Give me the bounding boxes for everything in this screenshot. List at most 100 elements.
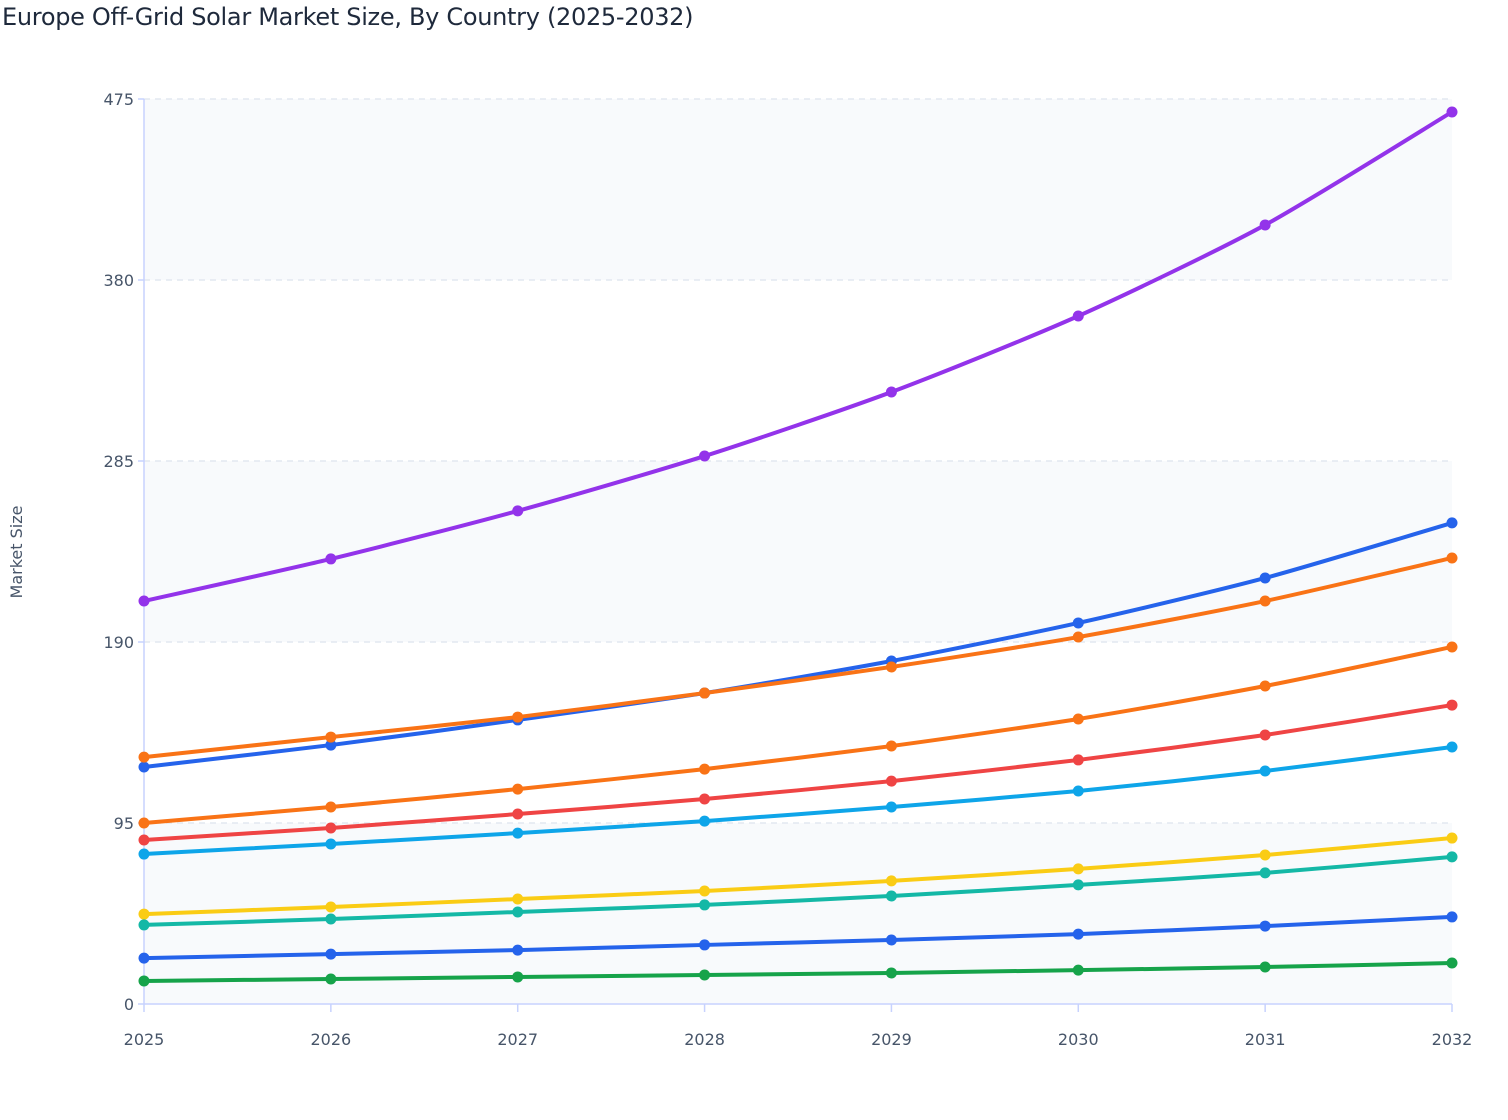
data-point [1446,957,1458,969]
data-point [138,817,150,829]
data-point [325,901,337,913]
x-tick-label: 2027 [497,1030,538,1049]
y-tick-label: 95 [114,814,134,833]
series-5 [138,699,1458,846]
x-tick-label: 2029 [871,1030,912,1049]
x-tick-label: 2032 [1432,1030,1473,1049]
data-point [1446,851,1458,863]
series-1 [138,106,1458,607]
data-point [512,944,524,956]
series-3 [138,552,1458,763]
data-point [699,815,711,827]
data-point [512,808,524,820]
data-point [699,885,711,897]
data-point [138,834,150,846]
grid-band [144,461,1452,642]
data-point [325,822,337,834]
data-point [325,801,337,813]
grid-band [144,823,1452,1004]
series-line [142,555,1454,760]
data-point [1072,928,1084,940]
series-line [142,520,1454,769]
data-point [699,969,711,981]
data-point [325,838,337,850]
series-4 [138,641,1458,829]
data-point [512,971,524,983]
data-point [885,386,897,398]
data-point [325,553,337,565]
data-point [885,661,897,673]
data-point [1072,863,1084,875]
data-point [1259,219,1271,231]
data-point [1446,641,1458,653]
data-point [1072,310,1084,322]
x-tick-label: 2026 [310,1030,351,1049]
data-point [138,595,150,607]
grid-band [144,99,1452,280]
data-point [138,952,150,964]
data-point [885,934,897,946]
series-line [142,744,1454,857]
data-point [1259,572,1271,584]
series-line [142,961,1454,983]
y-axis-label: Market Size [7,506,26,599]
data-point [1072,631,1084,643]
data-point [699,450,711,462]
data-point [1072,785,1084,797]
data-point [1446,552,1458,564]
data-point [1072,879,1084,891]
data-point [512,906,524,918]
data-point [1072,617,1084,629]
data-point [1259,961,1271,973]
data-point [885,775,897,787]
data-point [1446,699,1458,711]
series-8 [138,851,1458,931]
data-point [1446,106,1458,118]
series-2 [138,517,1458,773]
data-point [325,739,337,751]
data-point [1259,867,1271,879]
data-point [885,740,897,752]
data-point [325,731,337,743]
data-point [1072,754,1084,766]
series-6 [138,741,1458,860]
data-point [885,801,897,813]
data-point [699,793,711,805]
data-point [699,899,711,911]
data-point [699,763,711,775]
data-point [1446,517,1458,529]
data-point [1259,595,1271,607]
data-point [138,919,150,931]
series-7 [138,832,1458,920]
data-point [1446,741,1458,753]
data-point [512,827,524,839]
y-tick-label: 285 [103,452,134,471]
data-point [699,687,711,699]
data-point [138,751,150,763]
data-point [1259,920,1271,932]
data-point [325,973,337,985]
data-point [138,908,150,920]
data-point [512,893,524,905]
y-tick-label: 0 [124,995,134,1014]
x-tick-label: 2031 [1245,1030,1286,1049]
x-tick-label: 2028 [684,1030,725,1049]
chart-title: Europe Off-Grid Solar Market Size, By Co… [2,3,694,31]
y-tick-label: 380 [103,271,134,290]
data-point [1446,911,1458,923]
data-point [885,890,897,902]
y-tick-label: 190 [103,633,134,652]
data-point [1446,832,1458,844]
data-point [138,848,150,860]
data-point [138,761,150,773]
y-tick-label: 475 [103,90,134,109]
data-point [512,783,524,795]
data-point [325,948,337,960]
data-point [512,505,524,517]
x-tick-label: 2030 [1058,1030,1099,1049]
data-point [885,967,897,979]
data-point [699,939,711,951]
series-9 [138,911,1458,964]
series-line [142,109,1454,604]
